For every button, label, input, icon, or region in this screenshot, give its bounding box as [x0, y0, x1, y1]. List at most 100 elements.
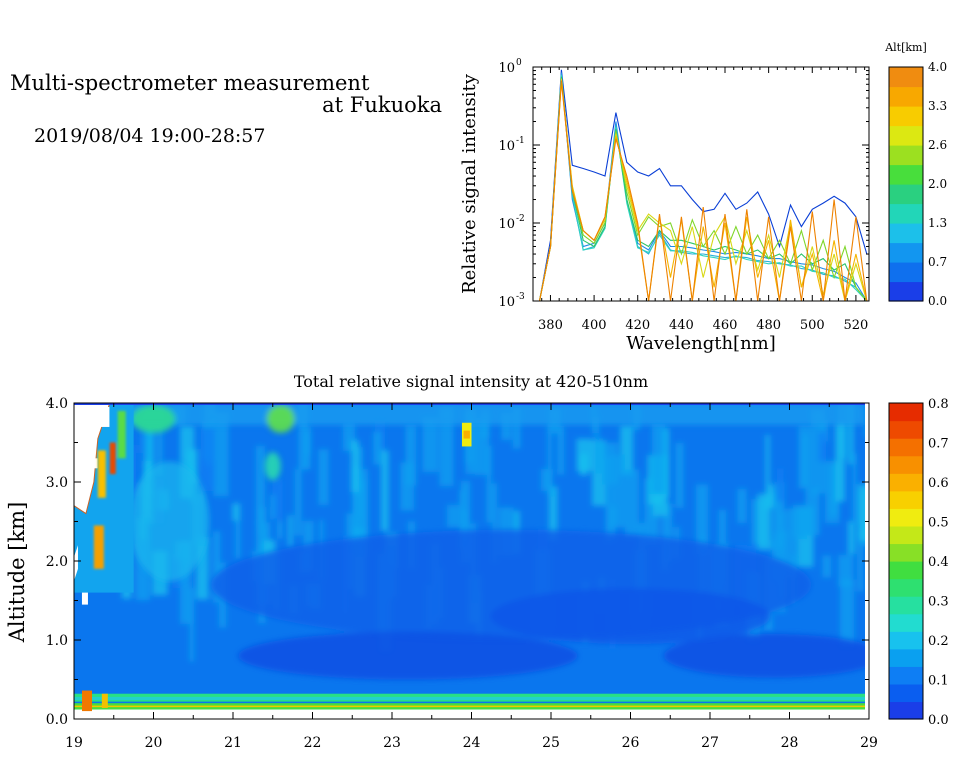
heatmap-streak: [651, 423, 666, 494]
heatmap-missing-data: [81, 592, 88, 605]
heatmap-low-blob: [237, 631, 578, 680]
heatmap-streak: [270, 494, 275, 520]
heatmap-streak: [351, 440, 359, 493]
heatmap-top-line: [74, 403, 866, 405]
heatmap-streak: [491, 483, 498, 562]
heatmap-streak: [200, 428, 215, 492]
heatmap-x-tick-label: 21: [224, 735, 242, 751]
spectrum-series-1: [538, 72, 868, 301]
heatmap-streak: [213, 412, 229, 497]
intensity-colorbar-segment: [889, 613, 923, 632]
spectrum-y-tick-label: 10: [498, 139, 515, 154]
altitude-colorbar-tick-label: 0.0: [928, 294, 947, 308]
heatmap-band-ground: [74, 705, 866, 708]
heatmap-high-region: [74, 403, 866, 582]
heatmap-streak: [446, 504, 459, 528]
heatmap-streak: [848, 404, 854, 465]
heatmap-x-ticks: 19 20 21 22 23 24 25 26 27 28 29: [65, 403, 878, 751]
altitude-colorbar-segment: [889, 86, 923, 107]
heatmap-title: Total relative signal intensity at 420-5…: [294, 372, 648, 391]
spectrum-y-tick-exponent: 0: [516, 58, 522, 68]
spectrum-x-tick-label: 500: [800, 318, 825, 333]
altitude-colorbar-tick-label: 2.6: [928, 138, 947, 152]
spectrum-y-tick-label: 10: [498, 217, 515, 232]
altitude-colorbar-segment: [889, 145, 923, 166]
intensity-colorbar-tick-label: 0.1: [928, 674, 949, 689]
heatmap-streak: [765, 434, 770, 510]
intensity-colorbar-tick-label: 0.0: [928, 713, 949, 728]
altitude-colorbar-frame: [888, 66, 924, 302]
heatmap-streak: [156, 406, 163, 476]
altitude-colorbar-segment: [889, 125, 923, 146]
heatmap-left-hot-band: [109, 442, 116, 475]
title-block: Multi-spectrometer measurement at Fukuok…: [10, 72, 442, 147]
heatmap-low-blob: [490, 588, 771, 645]
intensity-colorbar-segment: [889, 473, 923, 492]
intensity-colorbar-segment: [889, 525, 923, 545]
heatmap-x-tick-label: 25: [542, 735, 560, 751]
heatmap-streak: [486, 445, 492, 523]
heatmap-streak: [439, 406, 454, 487]
spectrum-x-tick-label: 480: [756, 318, 781, 333]
heatmap-streak: [624, 469, 640, 538]
intensity-colorbar-segment: [889, 508, 923, 527]
heatmap-streak: [501, 413, 511, 440]
heatmap-streak: [304, 432, 311, 470]
heatmap-streak: [792, 505, 807, 539]
spectrum-y-tick-label: 10: [498, 61, 515, 76]
heatmap-left-hot-band: [117, 410, 126, 459]
heatmap-x-tick-label: 27: [701, 735, 719, 751]
heatmap-streak: [381, 450, 389, 531]
spectrum-x-tick-label: 440: [669, 318, 694, 333]
page-subtitle: 2019/08/04 19:00-28:57: [34, 125, 266, 147]
heatmap-x-tick-label: 19: [65, 735, 83, 751]
heatmap-peak-core: [463, 430, 470, 439]
heatmap-missing-data: [99, 406, 110, 427]
heatmap-low-bands: [74, 690, 866, 719]
heatmap-y-axis-label: Altitude [km]: [5, 502, 29, 644]
heatmap-streak: [737, 488, 747, 524]
spectrum-x-ticks: 380 400 420 440 460 480 500 520: [532, 67, 868, 333]
heatmap-streak: [356, 479, 368, 557]
spectrum-series-8: [538, 81, 868, 301]
spectrum-x-axis-label: Wavelength[nm]: [626, 333, 776, 354]
heatmap-streak: [661, 503, 673, 562]
heatmap-streak: [857, 528, 864, 592]
intensity-colorbar-segment: [889, 631, 923, 650]
altitude-colorbar: 4.0 3.3 2.6 2.0 1.3 0.7 0.0: [888, 60, 947, 308]
heatmap-x-tick-label: 28: [781, 735, 799, 751]
spectrum-x-tick-label: 420: [625, 318, 650, 333]
heatmap-streak: [294, 468, 302, 536]
heatmap-streak: [318, 449, 329, 505]
heatmap-streak: [405, 424, 417, 486]
intensity-colorbar-segment: [889, 403, 923, 422]
heatmap-streak: [852, 453, 857, 525]
heatmap-streak: [180, 540, 192, 624]
heatmap-y-ticks: 0.0 1.0 2.0 3.0 4.0: [46, 396, 869, 728]
altitude-colorbar-tick-label: 2.0: [928, 177, 947, 191]
heatmap-streak: [605, 456, 612, 542]
intensity-colorbar-segment: [889, 438, 923, 457]
altitude-colorbar-segment: [889, 242, 923, 263]
heatmap-left-hot: [93, 410, 126, 569]
altitude-colorbar-segment: [889, 203, 923, 224]
heatmap-y-tick-label: 0.0: [46, 712, 68, 728]
spectrum-series-7: [538, 80, 868, 301]
intensity-colorbar-segment: [889, 420, 923, 439]
heatmap-streak: [835, 422, 846, 502]
heatmap-x-tick-label: 22: [304, 735, 322, 751]
heatmap-y-tick-label: 4.0: [46, 396, 68, 412]
intensity-colorbar-tick-label: 0.3: [928, 595, 949, 610]
heatmap-streak: [189, 587, 195, 662]
heatmap-streak: [838, 554, 854, 587]
heatmap-streak: [757, 493, 772, 550]
intensity-colorbar-segment: [889, 648, 923, 667]
heatmap-streak: [187, 449, 198, 484]
heatmap-streak: [139, 416, 146, 454]
intensity-colorbar: 0.0 0.1 0.2 0.3 0.4 0.5 0.6 0.7 0.8: [888, 397, 949, 728]
heatmap-streak: [774, 482, 785, 548]
altitude-colorbar-segment: [889, 184, 923, 205]
